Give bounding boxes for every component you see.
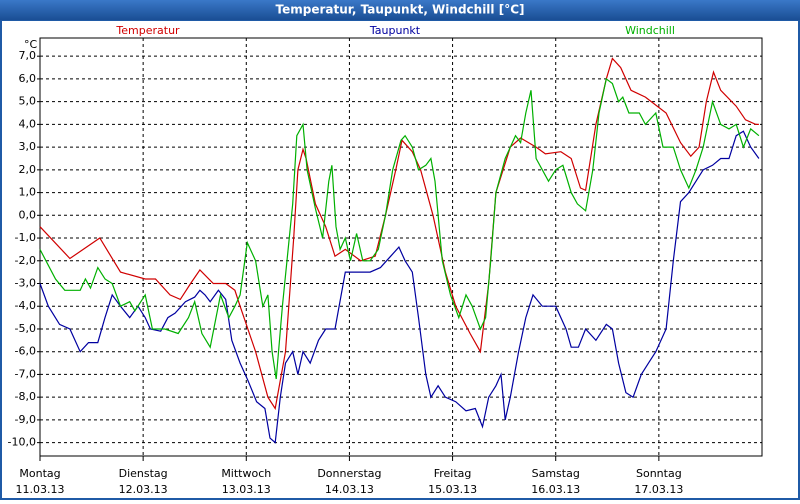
legend-label: Taupunkt: [369, 24, 421, 37]
y-tick-label: 5,0: [19, 95, 37, 108]
plot-frame: [39, 37, 763, 457]
y-tick-label: -1,0: [15, 231, 36, 244]
x-tick-date: 14.03.13: [325, 483, 374, 496]
x-tick-date: 17.03.13: [634, 483, 683, 496]
y-unit: °C: [24, 38, 38, 51]
x-tick-label: Dienstag: [119, 467, 168, 480]
x-tick-label: Freitag: [434, 467, 472, 480]
y-tick-label: 6,0: [19, 72, 37, 85]
x-tick-label: Montag: [19, 467, 60, 480]
x-tick-label: Samstag: [532, 467, 580, 480]
y-tick-label: -10,0: [8, 436, 36, 449]
y-tick-label: -5,0: [15, 322, 36, 335]
x-tick-date: 11.03.13: [16, 483, 65, 496]
y-tick-label: -4,0: [15, 299, 36, 312]
y-tick-label: 0,0: [19, 208, 37, 221]
series-line: [39, 77, 760, 380]
x-tick-date: 16.03.13: [531, 483, 580, 496]
x-tick-label: Mittwoch: [221, 467, 271, 480]
y-tick-label: -6,0: [15, 345, 36, 358]
y-tick-label: 7,0: [19, 49, 37, 62]
x-tick-date: 13.03.13: [222, 483, 271, 496]
y-tick-label: -3,0: [15, 277, 36, 290]
chart-area: [2, 21, 798, 498]
series-line: [39, 57, 759, 411]
y-tick-label: -9,0: [15, 413, 36, 426]
x-tick-label: Donnerstag: [317, 467, 381, 480]
x-tick-date: 12.03.13: [119, 483, 168, 496]
series-line: [39, 130, 760, 444]
legend-label: Windchill: [625, 24, 675, 37]
y-tick-label: 3,0: [19, 140, 37, 153]
legend-label: Temperatur: [115, 24, 180, 37]
x-tick-date: 15.03.13: [428, 483, 477, 496]
y-tick-label: 2,0: [19, 163, 37, 176]
y-tick-label: -8,0: [15, 390, 36, 403]
x-tick-label: Sonntag: [636, 467, 682, 480]
chart-title: Temperatur, Taupunkt, Windchill [°C]: [276, 3, 525, 17]
y-tick-label: 1,0: [19, 186, 37, 199]
title-bar: [0, 0, 800, 20]
y-tick-label: -7,0: [15, 367, 36, 380]
y-tick-label: 4,0: [19, 117, 37, 130]
y-tick-label: -2,0: [15, 254, 36, 267]
